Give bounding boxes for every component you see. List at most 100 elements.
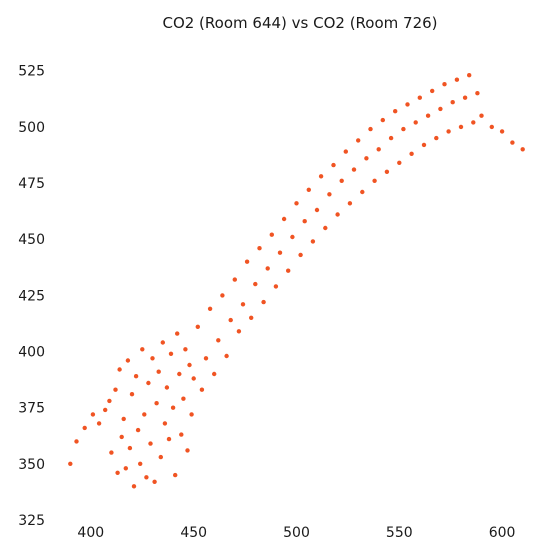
data-point bbox=[166, 436, 172, 442]
data-point bbox=[364, 156, 369, 161]
x-tick-label: 550 bbox=[386, 525, 413, 541]
data-point bbox=[183, 347, 188, 352]
data-point bbox=[240, 302, 246, 307]
data-point bbox=[146, 380, 151, 386]
data-point bbox=[393, 109, 398, 114]
data-point bbox=[376, 147, 381, 152]
data-point bbox=[401, 126, 406, 132]
data-point bbox=[510, 140, 515, 145]
data-point bbox=[261, 299, 266, 305]
data-point bbox=[446, 129, 451, 134]
data-point bbox=[156, 369, 161, 374]
data-point bbox=[335, 212, 340, 217]
data-point bbox=[158, 454, 163, 460]
data-point bbox=[244, 259, 250, 264]
data-point bbox=[471, 120, 476, 125]
data-point bbox=[107, 398, 112, 404]
data-point bbox=[191, 376, 196, 381]
data-point bbox=[96, 421, 102, 426]
data-points bbox=[68, 73, 525, 489]
data-point bbox=[290, 234, 295, 240]
data-point bbox=[175, 331, 180, 336]
data-point bbox=[318, 174, 324, 179]
data-point bbox=[162, 421, 168, 426]
data-point bbox=[199, 387, 205, 392]
x-tick-label: 600 bbox=[489, 525, 516, 541]
data-point bbox=[185, 448, 190, 453]
data-point bbox=[286, 268, 291, 273]
data-point bbox=[216, 338, 221, 343]
data-point bbox=[520, 147, 525, 152]
data-point bbox=[129, 392, 135, 397]
data-point bbox=[450, 100, 455, 105]
data-point bbox=[119, 434, 124, 440]
data-point bbox=[397, 160, 402, 165]
data-point bbox=[425, 113, 431, 118]
data-point bbox=[475, 91, 480, 96]
data-point bbox=[109, 450, 114, 455]
x-tick-label: 500 bbox=[283, 525, 310, 541]
data-point bbox=[421, 142, 427, 148]
data-point bbox=[327, 192, 332, 197]
data-point bbox=[74, 439, 79, 444]
data-point bbox=[123, 466, 128, 471]
data-point bbox=[144, 475, 149, 480]
data-point bbox=[236, 329, 242, 334]
data-point bbox=[388, 135, 394, 141]
data-point bbox=[489, 124, 494, 130]
y-tick-label: 325 bbox=[18, 513, 45, 529]
data-point bbox=[314, 207, 320, 213]
data-point bbox=[294, 201, 299, 206]
data-point bbox=[90, 412, 96, 417]
data-point bbox=[203, 356, 209, 361]
data-point bbox=[438, 106, 443, 112]
y-tick-label: 350 bbox=[18, 457, 45, 473]
data-point bbox=[273, 284, 279, 289]
data-point bbox=[298, 252, 303, 258]
data-point bbox=[140, 347, 145, 352]
data-point bbox=[152, 479, 157, 484]
y-tick-label: 450 bbox=[18, 232, 45, 248]
data-point bbox=[462, 95, 468, 100]
data-point bbox=[164, 385, 170, 390]
data-point bbox=[207, 306, 213, 311]
data-point bbox=[434, 135, 439, 141]
x-axis-ticks: 400 450 500 550 600 bbox=[77, 525, 515, 541]
data-point bbox=[405, 102, 410, 107]
data-point bbox=[117, 367, 122, 372]
data-point bbox=[281, 216, 287, 222]
data-point bbox=[409, 151, 414, 156]
y-tick-label: 400 bbox=[18, 345, 45, 361]
y-tick-label: 525 bbox=[18, 64, 45, 80]
data-point bbox=[343, 149, 348, 154]
chart-title: CO2 (Room 644) vs CO2 (Room 726) bbox=[162, 14, 437, 32]
data-point bbox=[170, 405, 176, 410]
data-point bbox=[269, 232, 274, 237]
y-axis-ticks: 325 350 375 400 425 450 475 500 525 bbox=[18, 64, 45, 529]
data-point bbox=[154, 401, 159, 406]
data-point bbox=[302, 219, 307, 224]
data-point bbox=[249, 315, 254, 320]
data-point bbox=[168, 351, 174, 356]
data-point bbox=[133, 374, 139, 379]
data-point bbox=[384, 169, 390, 174]
data-point bbox=[310, 239, 316, 244]
data-point bbox=[82, 425, 87, 431]
data-point bbox=[499, 129, 505, 134]
data-point bbox=[127, 445, 133, 451]
data-point bbox=[181, 396, 186, 401]
data-point bbox=[430, 88, 435, 94]
y-tick-label: 475 bbox=[18, 176, 45, 192]
data-point bbox=[228, 317, 233, 323]
data-point bbox=[135, 427, 141, 433]
data-point bbox=[413, 120, 418, 125]
data-point bbox=[68, 461, 73, 466]
y-tick-label: 500 bbox=[18, 120, 45, 136]
data-point bbox=[331, 162, 336, 168]
data-point bbox=[212, 371, 217, 377]
data-point bbox=[103, 407, 108, 413]
data-point bbox=[454, 77, 460, 82]
data-point bbox=[257, 246, 262, 251]
data-point bbox=[220, 293, 225, 298]
